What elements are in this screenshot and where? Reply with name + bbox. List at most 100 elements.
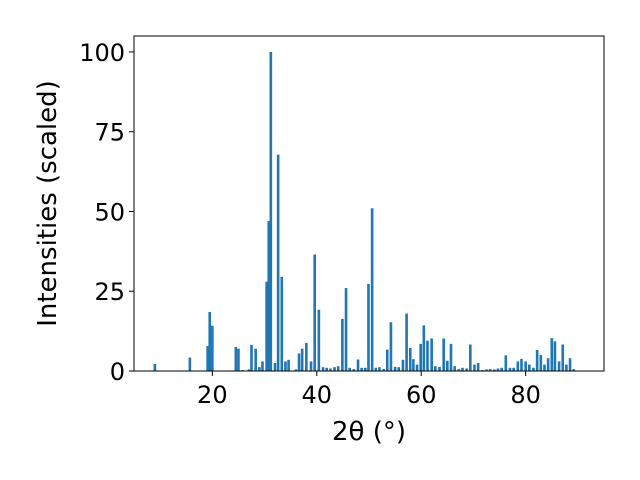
bar	[465, 368, 468, 371]
bar	[546, 358, 550, 371]
bar	[457, 369, 461, 371]
bar	[405, 313, 408, 371]
x-tick-label: 20	[197, 381, 228, 409]
bar	[524, 361, 527, 371]
y-tick-label: 50	[94, 198, 125, 226]
bar	[476, 363, 480, 371]
y-axis: 0 25 50 75 100	[79, 39, 134, 386]
bar	[469, 344, 472, 371]
bar	[561, 344, 565, 371]
y-tick-label: 0	[110, 358, 125, 386]
bar	[254, 348, 257, 371]
bar	[493, 369, 496, 371]
bar	[565, 364, 568, 371]
bar	[426, 340, 429, 371]
bar	[276, 154, 280, 371]
bar	[512, 367, 515, 371]
bar	[287, 359, 290, 371]
bar	[313, 254, 316, 371]
bar	[500, 367, 503, 371]
bar	[211, 325, 214, 371]
bar	[258, 367, 261, 371]
bar	[401, 359, 405, 371]
bar	[572, 369, 576, 371]
bar	[446, 360, 449, 371]
bar	[294, 369, 298, 371]
y-axis-label: Intensities (scaled)	[33, 80, 63, 327]
plot-frame	[133, 35, 605, 372]
bar	[528, 364, 531, 371]
bar	[265, 281, 268, 371]
bar	[557, 361, 561, 371]
bar	[336, 366, 340, 371]
y-tick-label: 100	[79, 39, 125, 67]
bar	[473, 364, 476, 371]
bar	[356, 359, 360, 371]
bar	[485, 369, 488, 371]
bar	[535, 349, 539, 371]
bar	[321, 367, 325, 371]
bar	[438, 366, 441, 371]
bar	[280, 276, 284, 371]
bar	[543, 364, 546, 371]
bar	[374, 367, 378, 371]
bar	[453, 366, 456, 371]
bar	[370, 208, 374, 371]
bar	[153, 363, 157, 371]
bar	[352, 369, 356, 371]
bar	[408, 348, 412, 371]
bar	[305, 342, 308, 371]
bar	[250, 344, 253, 371]
x-tick-label: 60	[406, 381, 437, 409]
bar	[532, 367, 535, 371]
bar	[449, 343, 453, 371]
bar	[382, 369, 385, 371]
y-tick-label: 75	[94, 119, 125, 147]
x-axis-label: 2θ (°)	[332, 417, 406, 447]
bar	[325, 367, 328, 371]
bar	[568, 358, 572, 371]
bar	[442, 338, 445, 371]
bar	[385, 349, 389, 371]
bar	[397, 367, 401, 371]
y-tick-label: 25	[94, 278, 125, 306]
bar	[488, 369, 492, 371]
bar	[261, 361, 264, 371]
bar	[237, 348, 240, 371]
bar	[344, 288, 348, 371]
bar	[348, 367, 351, 371]
bar	[422, 325, 426, 371]
bar	[430, 338, 433, 371]
bar	[539, 355, 543, 371]
bar	[329, 368, 332, 371]
bar	[412, 359, 415, 371]
bar	[415, 364, 419, 371]
x-tick-label: 80	[510, 381, 541, 409]
bar	[553, 341, 557, 371]
bar	[208, 311, 212, 371]
bar	[360, 367, 363, 371]
bar	[284, 361, 287, 371]
bar	[364, 367, 367, 371]
bar	[309, 361, 313, 371]
bar	[234, 347, 238, 371]
bar	[269, 51, 273, 371]
bar	[504, 355, 508, 371]
bar	[333, 367, 336, 371]
bar	[496, 368, 500, 371]
bar	[516, 361, 520, 371]
x-axis: 20 40 60 80	[197, 371, 541, 409]
bar	[273, 363, 277, 371]
bar	[461, 367, 464, 371]
bar	[188, 357, 192, 371]
bar	[434, 366, 437, 371]
bar	[550, 338, 554, 371]
bar	[267, 221, 271, 371]
bar	[508, 367, 512, 371]
bar	[317, 309, 321, 371]
bar	[419, 343, 422, 371]
bar	[341, 319, 344, 371]
x-tick-label: 40	[302, 381, 333, 409]
bar	[206, 346, 209, 371]
